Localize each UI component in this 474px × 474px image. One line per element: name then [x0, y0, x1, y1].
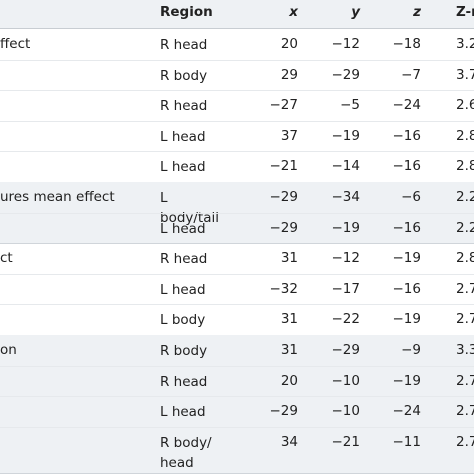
group-label: ffect [0, 36, 31, 52]
value-cell: −29 [269, 403, 299, 420]
row-rule [0, 365, 474, 367]
header-rule [0, 28, 474, 29]
value-cell: 2.7 [456, 280, 474, 297]
value-cell: −18 [392, 36, 422, 52]
column-header: x [289, 4, 298, 20]
row-rule [0, 90, 474, 92]
value-cell: 20 [280, 372, 298, 389]
value-cell: 20 [280, 36, 298, 52]
value-cell: −9 [401, 342, 421, 358]
column-header: y [351, 4, 360, 20]
row-rule [0, 396, 474, 398]
group-rule [0, 472, 474, 474]
value-cell: −10 [331, 403, 361, 420]
value-cell: −24 [392, 97, 422, 114]
region-cell: R head [160, 98, 208, 115]
value-cell: 2.8 [456, 158, 474, 175]
region-cell: L head [160, 128, 206, 145]
region-cell: L head [160, 281, 206, 298]
row-rule [0, 304, 474, 306]
value-cell: −19 [331, 127, 361, 144]
row-rule [0, 273, 474, 275]
value-cell: −27 [269, 97, 299, 114]
group-rule [0, 243, 474, 245]
value-cell: 2.7 [456, 403, 474, 420]
value-cell: −21 [331, 433, 361, 450]
value-cell: −29 [269, 189, 299, 205]
value-cell: −29 [331, 342, 361, 358]
value-cell: −16 [392, 158, 422, 175]
value-cell: −19 [331, 219, 361, 236]
value-cell: 3.7 [456, 66, 474, 83]
value-cell: 31 [280, 250, 298, 267]
value-cell: −16 [392, 127, 422, 144]
column-header: z [413, 4, 421, 20]
value-cell: 2.7 [456, 433, 474, 450]
region-cell: L head [160, 159, 206, 176]
value-cell: −16 [392, 280, 422, 297]
value-cell: −32 [269, 280, 299, 297]
region-cell: L head [160, 404, 206, 421]
value-cell: −14 [331, 158, 361, 175]
value-cell: 2.8 [456, 127, 474, 144]
row-rule [0, 426, 474, 428]
value-cell: 2.6 [456, 97, 474, 114]
value-cell: 3.3 [456, 342, 474, 358]
row-rule [0, 212, 474, 214]
group-label: ures mean effect [0, 189, 115, 205]
region-cell: R body/ head [160, 434, 212, 471]
value-cell: −19 [392, 372, 422, 389]
region-cell: L body [160, 312, 206, 329]
value-cell: −34 [331, 189, 361, 205]
region-cell: R body [160, 67, 208, 84]
row-rule [0, 59, 474, 61]
value-cell: −19 [392, 250, 422, 267]
value-cell: −29 [269, 219, 299, 236]
region-cell: L head [160, 220, 206, 237]
value-cell: 31 [280, 342, 298, 358]
row-rule [0, 151, 474, 153]
value-cell: 2.2 [456, 219, 474, 236]
value-cell: −16 [392, 219, 422, 236]
value-cell: −21 [269, 158, 299, 175]
value-cell: −11 [392, 433, 422, 450]
value-cell: 29 [280, 66, 298, 83]
value-cell: −5 [340, 97, 360, 114]
group-bg [0, 335, 474, 473]
value-cell: 2.7 [456, 372, 474, 389]
region-cell: R head [160, 373, 208, 390]
value-cell: 3.2 [456, 36, 474, 52]
value-cell: −29 [331, 66, 361, 83]
group-label: ct [0, 250, 13, 267]
value-cell: −12 [331, 250, 361, 267]
value-cell: −7 [401, 66, 421, 83]
header-bg [0, 0, 474, 28]
value-cell: −19 [392, 311, 422, 328]
value-cell: 2.2 [456, 189, 474, 205]
value-cell: 2.8 [456, 250, 474, 267]
region-cell: R body [160, 343, 208, 359]
value-cell: −10 [331, 372, 361, 389]
value-cell: 37 [280, 127, 298, 144]
value-cell: 31 [280, 311, 298, 328]
column-header: Region [160, 4, 213, 20]
column-header: Z-max [456, 4, 474, 20]
value-cell: 34 [280, 433, 298, 450]
row-rule [0, 120, 474, 122]
value-cell: −17 [331, 280, 361, 297]
value-cell: −22 [331, 311, 361, 328]
region-cell: R head [160, 251, 208, 268]
value-cell: −12 [331, 36, 361, 52]
region-cell: R head [160, 37, 208, 53]
value-cell: 2.7 [456, 311, 474, 328]
region-cell: L body/tail [160, 190, 220, 226]
value-cell: −24 [392, 403, 422, 420]
value-cell: −6 [401, 189, 421, 205]
group-label: on [0, 342, 17, 358]
